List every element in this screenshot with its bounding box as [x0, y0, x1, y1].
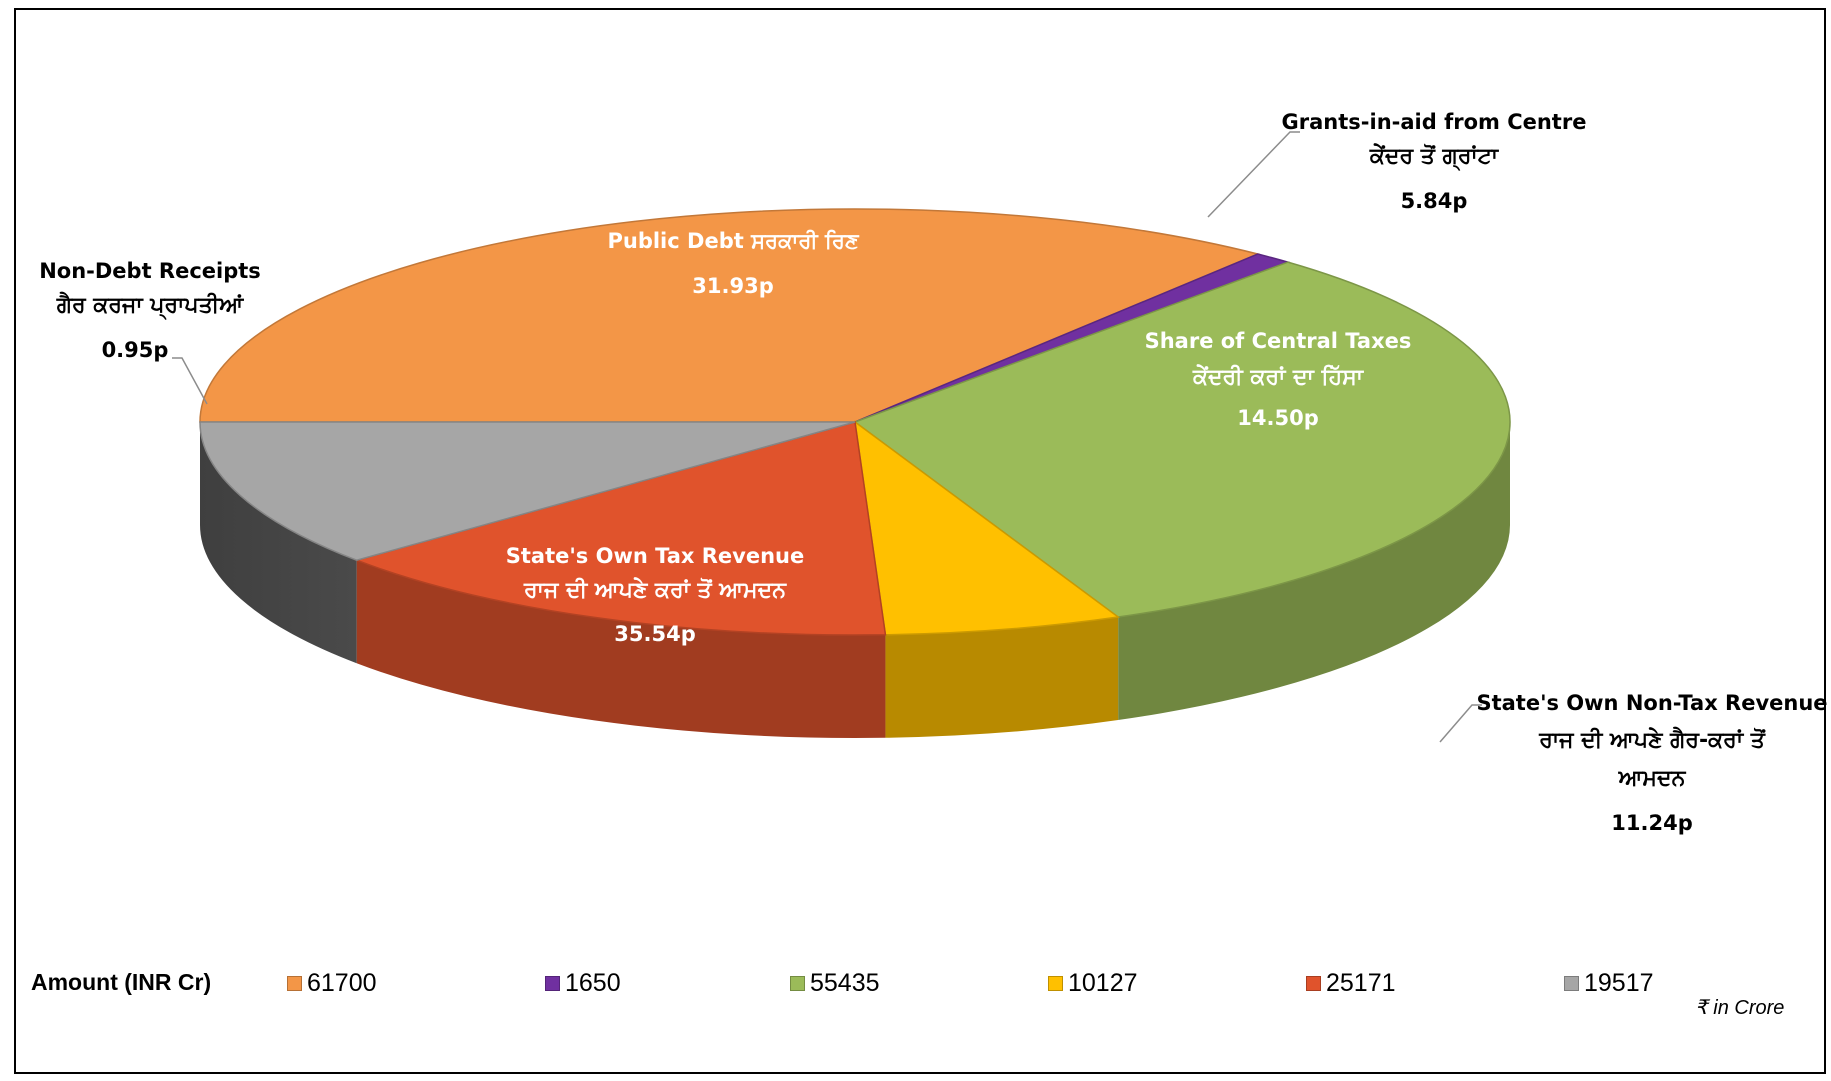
chart-frame — [14, 8, 1826, 1074]
legend-amount-non_debt: 1650 — [565, 969, 621, 997]
pie-side-grants — [885, 617, 1119, 738]
label-non-tax-value: 11.24p — [1611, 811, 1692, 835]
leader-non-debt — [172, 357, 208, 405]
legend-item-public_debt: 55435 — [790, 969, 880, 998]
label-grants-en: Grants-in-aid from Centre — [1282, 110, 1587, 134]
label-grants-value: 5.84p — [1401, 189, 1468, 213]
label-central-taxes-value: 14.50p — [1237, 406, 1318, 430]
label-own-tax-pa: ਰਾਜ ਦੀ ਆਪਣੇ ਕਰਾਂ ਤੋਂ ਆਮਦਨ — [523, 576, 787, 603]
legend-amount-own_tax: 61700 — [307, 969, 377, 997]
leader-non-tax — [1439, 704, 1482, 743]
legend-amount-public_debt: 55435 — [810, 969, 880, 997]
legend-amount-grants: 10127 — [1068, 969, 1138, 997]
label-non-tax-pa2: ਆਮਦਨ — [1618, 766, 1687, 791]
label-own-tax-en: State's Own Tax Revenue — [506, 544, 805, 568]
legend-swatch-public_debt — [790, 976, 805, 991]
label-grants-pa: ਕੇਂਦਰ ਤੋਂ ਗ੍ਰਾਂਟਾ — [1369, 142, 1500, 172]
label-central-taxes-en: Share of Central Taxes — [1145, 329, 1412, 353]
legend-item-central_taxes: 25171 — [1306, 969, 1396, 998]
pie-slice-own_tax — [199, 208, 1261, 423]
pie-side-central_taxes — [356, 560, 886, 738]
pie-slice-grants — [854, 420, 1121, 636]
legend-swatch-central_taxes — [1306, 976, 1321, 991]
legend-swatch-own_tax — [287, 976, 302, 991]
label-non-debt-en: Non-Debt Receipts — [39, 259, 261, 283]
pie-slice-public_debt — [853, 261, 1511, 618]
legend-item-non_debt: 1650 — [545, 969, 621, 998]
pie-side-public_debt — [1118, 422, 1510, 721]
label-central-taxes-pa: ਕੇਂਦਰੀ ਕਰਾਂ ਦਾ ਹਿੱਸਾ — [1192, 363, 1365, 390]
label-non-debt-value: 0.95p — [102, 338, 169, 362]
leader-grants — [1207, 131, 1300, 218]
legend-amount-central_taxes: 25171 — [1326, 969, 1396, 997]
label-non-tax-pa: ਰਾਜ ਦੀ ਆਪਣੇ ਗੈਰ-ਕਰਾਂ ਤੋਂ — [1538, 726, 1766, 753]
unit-note: ₹ in Crore — [1695, 997, 1785, 1019]
pie-side-non_tax — [200, 422, 357, 664]
legend-title: Amount (INR Cr) — [31, 969, 212, 995]
label-public-debt-en: Public Debt ਸਰਕਾਰੀ ਰਿਣ — [607, 228, 859, 253]
legend-item-grants: 10127 — [1048, 969, 1138, 998]
legend-swatch-non_tax — [1564, 976, 1579, 991]
label-non-debt-pa: ਗੈਰ ਕਰਜਾ ਪ੍ਰਾਪਤੀਆਂ — [56, 291, 245, 321]
label-public-debt-value: 31.93p — [692, 274, 773, 298]
pie-slice-non_tax — [199, 421, 856, 562]
legend-amount-non_tax: 19517 — [1584, 969, 1654, 997]
legend-item-non_tax: 19517 — [1564, 969, 1654, 998]
legend-swatch-non_debt — [545, 976, 560, 991]
legend-swatch-grants — [1048, 976, 1063, 991]
label-non-tax-en: State's Own Non-Tax Revenue — [1476, 691, 1827, 715]
pie-slice-central_taxes — [354, 421, 887, 636]
legend-item-own_tax: 61700 — [287, 969, 377, 998]
label-own-tax-value: 35.54p — [614, 622, 695, 646]
